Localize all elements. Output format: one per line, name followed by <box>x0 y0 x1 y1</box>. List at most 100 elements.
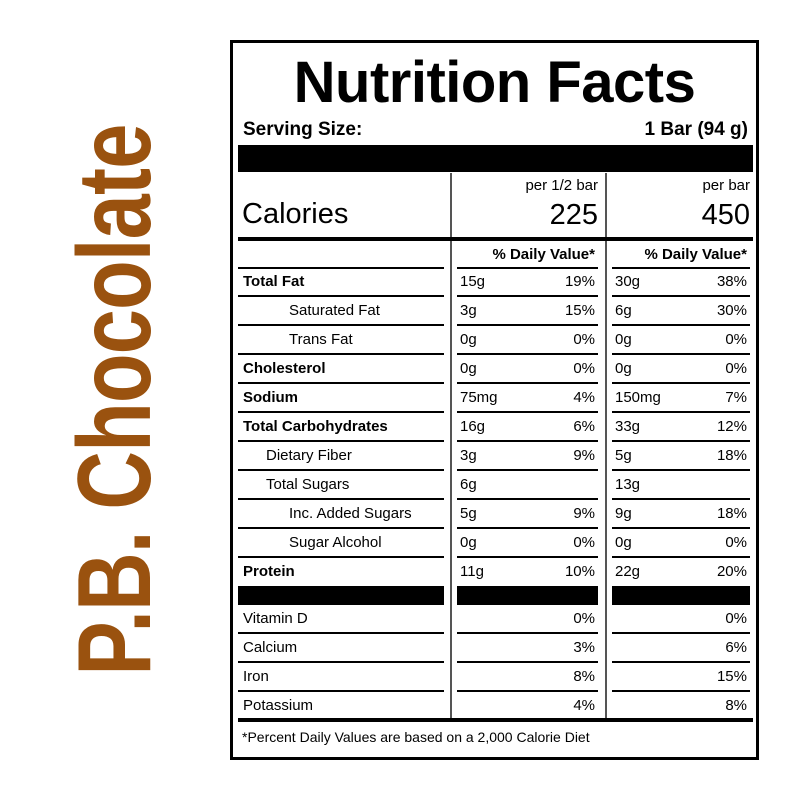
full-dv: 8% <box>725 697 747 714</box>
nutrient-label-cell: Trans Fat <box>238 326 444 355</box>
half-amount: 3g <box>460 447 477 464</box>
product-name-text: P.B. Chocolate <box>57 124 173 676</box>
half-bar-cell: 0% <box>457 605 598 634</box>
half-amount: 6g <box>460 476 477 493</box>
column-divider <box>450 173 452 720</box>
nutrient-label: Total Fat <box>243 273 305 290</box>
full-dv: 38% <box>716 273 747 290</box>
serving-size-label: Serving Size: <box>243 119 363 140</box>
nutrient-label-cell: Sodium <box>238 384 444 413</box>
nutrient-label-cell: Cholesterol <box>238 355 444 384</box>
half-bar-cell: 11g 10% <box>457 558 598 585</box>
full-amount: 5g <box>615 447 632 464</box>
footnote: *Percent Daily Values are based on a 2,0… <box>242 729 590 745</box>
full-dv: 7% <box>725 389 747 406</box>
full-bar-cell: 5g 18% <box>612 442 750 471</box>
nutrient-row: Total Carbohydrates 16g 6% 33g 12% <box>233 413 756 442</box>
half-bar-cell: 5g 9% <box>457 500 598 529</box>
full-bar-cell: 33g 12% <box>612 413 750 442</box>
vitamin-row: Iron 8% 15% <box>233 663 756 692</box>
full-bar-cell: 6g 30% <box>612 297 750 326</box>
half-bar-cell: 0g 0% <box>457 355 598 384</box>
full-dv: 6% <box>725 639 747 656</box>
half-bar-cell: 3% <box>457 634 598 663</box>
half-bar-cell: 8% <box>457 663 598 692</box>
full-amount: 150mg <box>615 389 661 406</box>
nutrient-label-cell: Dietary Fiber <box>238 442 444 471</box>
nutrient-row: Total Fat 15g 19% 30g 38% <box>233 268 756 297</box>
full-bar-cell: 0% <box>612 605 750 634</box>
nutrient-label: Total Sugars <box>266 476 350 493</box>
full-bar-cell: 0g 0% <box>612 326 750 355</box>
nutrient-label-cell: Inc. Added Sugars <box>238 500 444 529</box>
full-bar-cell: 9g 18% <box>612 500 750 529</box>
half-amount: 0g <box>460 331 477 348</box>
half-bar-cell: 4% <box>457 692 598 719</box>
full-bar-cell: 30g 38% <box>612 268 750 297</box>
dv-header-underline <box>612 240 750 269</box>
nutrient-row: Total Sugars 6g 13g <box>233 471 756 500</box>
nutrient-label: Sugar Alcohol <box>289 534 382 551</box>
full-amount: 33g <box>615 418 641 435</box>
vitamin-label-cell: Calcium <box>238 634 444 663</box>
thick-divider <box>238 718 753 722</box>
vitamin-label-cell: Potassium <box>238 692 444 719</box>
calories-value-full: 450 <box>701 199 750 231</box>
half-amount: 5g <box>460 505 477 522</box>
half-dv: 9% <box>573 505 595 522</box>
nutrient-label: Inc. Added Sugars <box>289 505 412 522</box>
full-bar-cell: 8% <box>612 692 750 719</box>
nutrition-label: Nutrition Facts Serving Size: 1 Bar (94 … <box>230 40 759 760</box>
column-divider <box>605 173 607 720</box>
nutrient-row: Sodium 75mg 4% 150mg 7% <box>233 384 756 413</box>
half-dv: 0% <box>573 610 595 627</box>
half-dv: 3% <box>573 639 595 656</box>
full-bar-cell: 150mg 7% <box>612 384 750 413</box>
nutrient-label: Protein <box>243 563 295 580</box>
full-amount: 22g <box>615 563 641 580</box>
vitamin-row: Calcium 3% 6% <box>233 634 756 663</box>
full-dv: 20% <box>716 563 747 580</box>
half-bar-cell: 16g 6% <box>457 413 598 442</box>
half-dv: 0% <box>573 534 595 551</box>
nutrient-row: Inc. Added Sugars 5g 9% 9g 18% <box>233 500 756 529</box>
vitamin-row: Potassium 4% 8% <box>233 692 756 721</box>
half-dv: 10% <box>564 563 595 580</box>
nutrient-row: Dietary Fiber 3g 9% 5g 18% <box>233 442 756 471</box>
full-dv: 0% <box>725 331 747 348</box>
nutrient-label-cell: Sugar Alcohol <box>238 529 444 558</box>
label-title: Nutrition Facts <box>293 50 696 115</box>
full-dv: 0% <box>725 610 747 627</box>
nutrient-row: Trans Fat 0g 0% 0g 0% <box>233 326 756 355</box>
half-bar-cell: 0g 0% <box>457 326 598 355</box>
full-dv: 12% <box>716 418 747 435</box>
thick-divider <box>238 237 753 241</box>
nutrient-label: Sodium <box>243 389 298 406</box>
half-amount: 75mg <box>460 389 498 406</box>
serving-size-row: Serving Size: 1 Bar (94 g) <box>243 119 748 141</box>
nutrient-label-cell: Protein <box>238 558 444 585</box>
half-dv: 0% <box>573 360 595 377</box>
full-bar-cell: 0g 0% <box>612 355 750 384</box>
vitamin-label-cell: Iron <box>238 663 444 692</box>
half-dv: 8% <box>573 668 595 685</box>
separator-bar <box>457 586 598 605</box>
full-bar-cell: 15% <box>612 663 750 692</box>
full-dv: 0% <box>725 534 747 551</box>
nutrient-label: Total Carbohydrates <box>243 418 388 435</box>
half-bar-cell: 3g 15% <box>457 297 598 326</box>
half-amount: 16g <box>460 418 486 435</box>
nutrient-label-cell: Saturated Fat <box>238 297 444 326</box>
nutrient-label-cell: Total Sugars <box>238 471 444 500</box>
half-dv: 4% <box>573 389 595 406</box>
calories-label: Calories <box>242 198 349 230</box>
half-dv: 4% <box>573 697 595 714</box>
full-dv: 30% <box>716 302 747 319</box>
separator-bar <box>238 145 753 172</box>
full-dv: 0% <box>725 360 747 377</box>
nutrient-row: Protein 11g 10% 22g 20% <box>233 558 756 587</box>
vitamin-label-cell: Vitamin D <box>238 605 444 634</box>
half-amount: 11g <box>460 563 484 580</box>
nutrient-label: Trans Fat <box>289 331 353 348</box>
half-dv: 19% <box>564 273 595 290</box>
